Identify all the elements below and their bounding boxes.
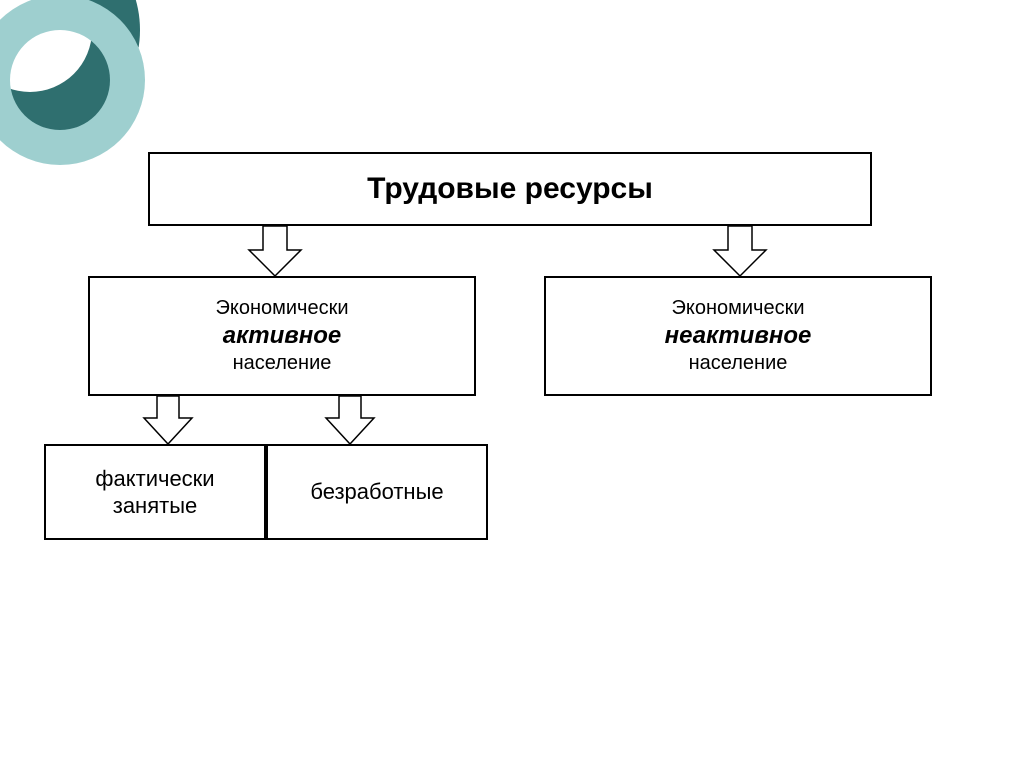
inactive-line3: население bbox=[689, 351, 788, 376]
employed-label-1: фактически bbox=[95, 465, 214, 493]
arrow-root-to-active-icon bbox=[245, 226, 305, 278]
active-line3: население bbox=[233, 351, 332, 376]
unemployed-label: безработные bbox=[310, 478, 443, 506]
unemployed-node: безработные bbox=[266, 444, 488, 540]
employed-label-2: занятые bbox=[113, 492, 198, 520]
arrow-active-to-unemployed-icon bbox=[322, 396, 378, 446]
inactive-line2: неактивное bbox=[665, 321, 812, 351]
root-title: Трудовые ресурсы bbox=[367, 172, 653, 206]
active-line1: Экономически bbox=[215, 296, 348, 321]
root-node: Трудовые ресурсы bbox=[148, 152, 872, 226]
arrow-active-to-employed-icon bbox=[140, 396, 196, 446]
active-node: Экономически активное население bbox=[88, 276, 476, 396]
inactive-line1: Экономически bbox=[671, 296, 804, 321]
inactive-node: Экономически неактивное население bbox=[544, 276, 932, 396]
active-line2: активное bbox=[223, 321, 342, 351]
employed-node: фактически занятые bbox=[44, 444, 266, 540]
arrow-root-to-inactive-icon bbox=[710, 226, 770, 278]
